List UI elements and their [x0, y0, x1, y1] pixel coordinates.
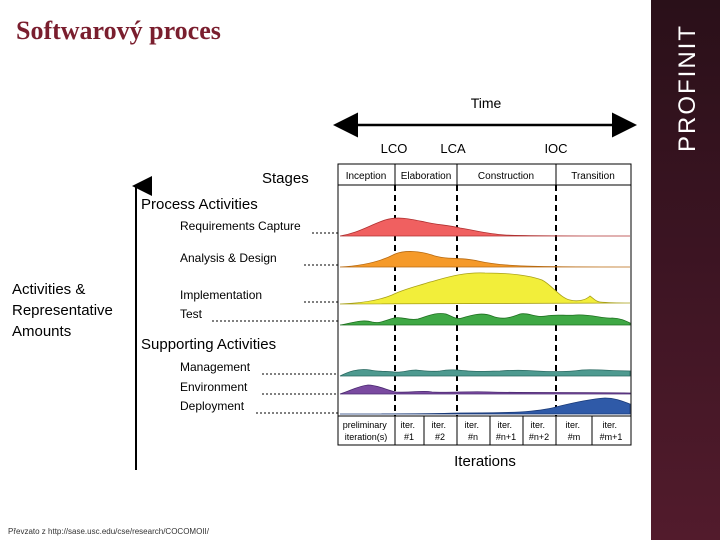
activity-label-test: Test	[180, 307, 203, 321]
activity-label-requirements: Requirements Capture	[180, 219, 301, 233]
activity-label-implementation: Implementation	[180, 288, 262, 302]
iteration-preliminary: preliminary iteration(s)	[343, 420, 390, 442]
process-activities-label: Process Activities	[141, 196, 258, 213]
phase-transition: Transition	[571, 171, 615, 182]
iteration-n: iter. #n	[464, 420, 481, 442]
hump-implementation	[339, 272, 631, 305]
activity-label-analysis: Analysis & Design	[180, 251, 277, 265]
milestone-lca: LCA	[440, 141, 466, 156]
iteration-n-plus-1: iter. #n+1	[496, 420, 516, 442]
supporting-activities-label: Supporting Activities	[141, 336, 276, 353]
amount-axis-label-1: Activities &	[12, 281, 85, 298]
iteration-1: iter. #1	[400, 420, 417, 442]
iteration-m: iter. #m	[565, 420, 582, 442]
phase-construction: Construction	[478, 171, 534, 182]
brand-logo: PROFINIT	[674, 24, 701, 152]
iteration-m-plus-1: iter. #m+1	[600, 420, 623, 442]
activity-label-management: Management	[180, 360, 251, 374]
activity-label-environment: Environment	[180, 380, 248, 394]
hump-analysis	[339, 251, 631, 268]
hump-test	[339, 313, 631, 326]
phase-inception: Inception	[346, 171, 387, 182]
amount-axis-label-2: Representative	[12, 302, 113, 319]
iterations-label: Iterations	[454, 453, 516, 470]
source-footnote: Převzato z http://sase.usc.edu/cse/resea…	[8, 527, 209, 536]
hump-requirements	[339, 217, 631, 237]
hump-environment	[339, 384, 631, 395]
milestone-ioc: IOC	[544, 141, 567, 156]
slide-title: Softwarový proces	[16, 16, 221, 45]
rup-hump-diagram: Time LCO LCA IOC Stages Inception Elabor…	[12, 95, 637, 470]
hump-deployment	[339, 397, 631, 415]
phase-elaboration: Elaboration	[401, 171, 452, 182]
time-label: Time	[471, 95, 502, 111]
amount-axis-label-3: Amounts	[12, 323, 71, 340]
stages-label: Stages	[262, 170, 309, 187]
iteration-2: iter. #2	[431, 420, 448, 442]
iteration-row	[337, 415, 632, 446]
hump-management	[339, 369, 631, 377]
milestone-lco: LCO	[381, 141, 408, 156]
activity-label-deployment: Deployment	[180, 399, 245, 413]
iteration-n-plus-2: iter. #n+2	[529, 420, 549, 442]
brand-bar	[651, 0, 720, 540]
